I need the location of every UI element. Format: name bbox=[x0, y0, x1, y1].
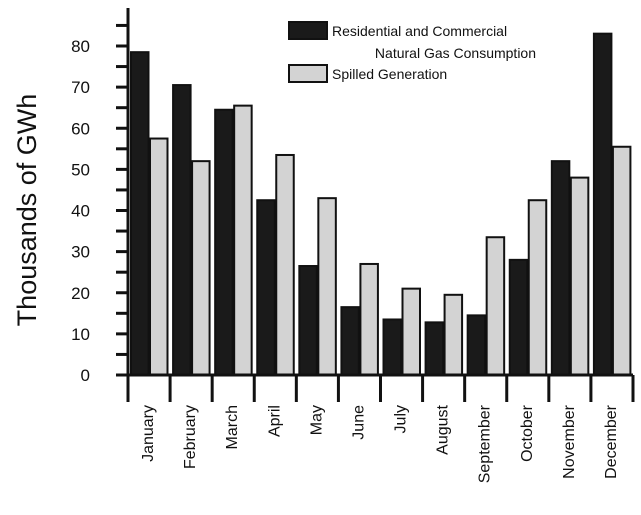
legend-label-gas-line-1: Residential and Commercial bbox=[332, 23, 507, 39]
axes-group: 0 10 20 30 40 50 60 70 80 January February March Apr… bbox=[71, 8, 635, 483]
legend-label-spilled-line-1: Spilled Generation bbox=[332, 66, 447, 82]
x-tick-label-march: March bbox=[224, 405, 241, 449]
bar-gas-may bbox=[298, 265, 318, 376]
x-tick-label-august: August bbox=[435, 404, 452, 454]
bar-gas-january bbox=[130, 51, 150, 376]
y-tick-label: 0 bbox=[81, 366, 90, 385]
x-tick-label-january: January bbox=[140, 405, 157, 462]
bar-spilled-june bbox=[359, 262, 379, 376]
y-tick-label: 80 bbox=[71, 37, 90, 56]
y-tick-label: 50 bbox=[71, 160, 90, 179]
bars-group bbox=[130, 32, 632, 377]
x-tick-label-june: June bbox=[350, 405, 367, 440]
bar-spilled-july bbox=[401, 287, 421, 377]
bar-spilled-december bbox=[611, 145, 632, 376]
x-tick-label-december: December bbox=[603, 404, 620, 478]
bar-spilled-april bbox=[275, 153, 295, 376]
bar-spilled-february bbox=[191, 160, 211, 376]
bar-gas-march bbox=[214, 108, 234, 377]
x-tick-label-october: October bbox=[519, 404, 536, 462]
y-tick-label: 10 bbox=[71, 325, 90, 344]
bar-spilled-january bbox=[149, 137, 169, 376]
bar-gas-september bbox=[466, 314, 487, 376]
y-tick-label: 30 bbox=[71, 243, 90, 262]
y-tick-label: 60 bbox=[71, 119, 90, 138]
bar-gas-february bbox=[172, 84, 192, 376]
bar-spilled-september bbox=[485, 236, 506, 376]
x-tick-label-july: July bbox=[393, 405, 410, 433]
bar-gas-july bbox=[382, 318, 402, 377]
y-tick-label: 70 bbox=[71, 78, 90, 97]
x-tick-label-november: November bbox=[561, 404, 578, 478]
bar-gas-november bbox=[550, 160, 571, 376]
bar-gas-june bbox=[340, 306, 360, 376]
x-tick-label-february: February bbox=[182, 405, 199, 469]
legend-swatch-spilled bbox=[288, 64, 328, 83]
bar-gas-december bbox=[592, 32, 613, 376]
bar-gas-april bbox=[256, 199, 276, 376]
bar-spilled-may bbox=[317, 197, 337, 376]
y-axis-label: Thousands of GWh bbox=[12, 94, 42, 327]
y-tick-label: 20 bbox=[71, 284, 90, 303]
legend-label-gas-line-2: Natural Gas Consumption bbox=[375, 45, 536, 61]
legend: Residential and Commercial Natural Gas Co… bbox=[288, 21, 536, 83]
x-tick-label-april: April bbox=[266, 405, 283, 437]
bar-spilled-march bbox=[233, 104, 253, 376]
y-tick-label: 40 bbox=[71, 202, 90, 221]
bar-spilled-october bbox=[527, 199, 548, 376]
x-tick-label-may: May bbox=[308, 405, 325, 435]
x-tick-label-september: September bbox=[477, 404, 494, 483]
bar-gas-august bbox=[424, 321, 445, 376]
legend-swatch-gas bbox=[288, 21, 328, 40]
bar-gas-october bbox=[508, 258, 529, 377]
bar-spilled-august bbox=[443, 293, 464, 376]
bar-spilled-november bbox=[569, 176, 590, 376]
